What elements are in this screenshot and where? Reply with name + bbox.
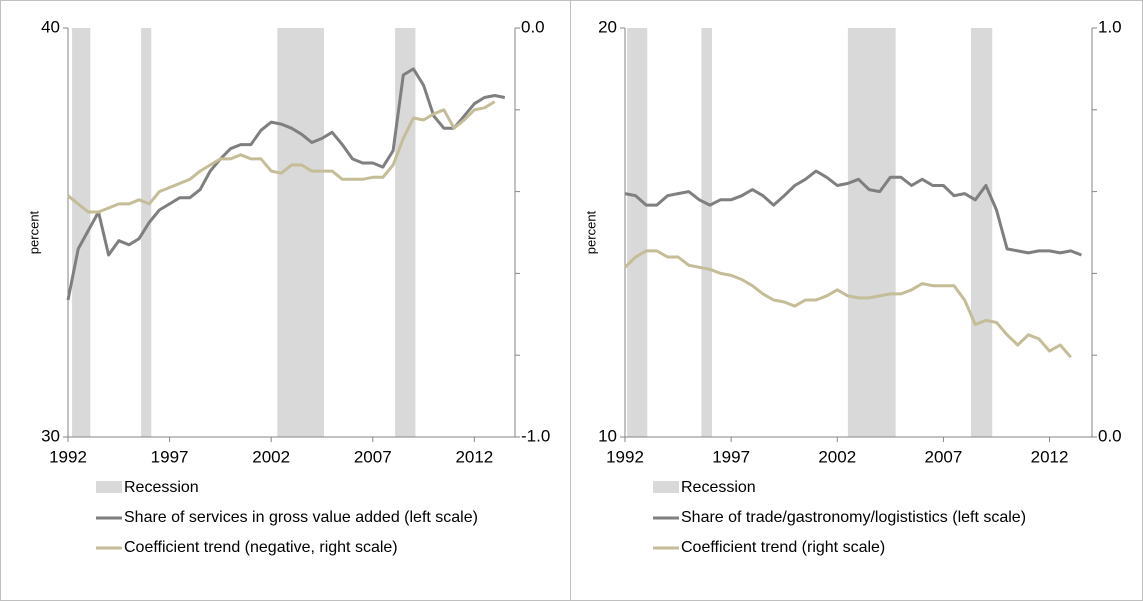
y-tick-label: 20 — [598, 17, 617, 36]
legend-swatch — [96, 481, 122, 493]
legend-label: Recession — [124, 479, 199, 496]
y-axis-label: percent — [583, 210, 598, 254]
series-line — [624, 169, 1082, 257]
y2-tick-label: 0.0 — [521, 17, 545, 36]
recession-band — [277, 28, 325, 437]
legend-swatch — [653, 481, 679, 493]
recession-band — [395, 28, 416, 437]
legend-label: Coefficient trend (right scale) — [681, 539, 885, 556]
x-tick-label: 2002 — [818, 447, 856, 466]
y2-tick-label: 0.0 — [1098, 426, 1122, 445]
x-tick-label: 1997 — [151, 447, 189, 466]
x-tick-label: 1997 — [712, 447, 750, 466]
series-line — [623, 249, 1072, 359]
recession-band — [141, 28, 152, 437]
x-tick-label: 2002 — [252, 447, 290, 466]
x-tick-label: 2007 — [924, 447, 962, 466]
legend-label: Coefficient trend (negative, right scale… — [124, 539, 398, 556]
y-tick-label: 40 — [41, 17, 60, 36]
y-tick-label: 10 — [598, 426, 617, 445]
recession-band — [971, 28, 993, 437]
recession-band — [72, 28, 91, 437]
x-tick-label: 2007 — [354, 447, 392, 466]
y-axis-label: percent — [26, 210, 41, 254]
series-line — [67, 100, 496, 214]
panel: 10 20 0.0 1.0 1992 1997 2002 2007 2012 percent Rec… — [583, 17, 1121, 556]
legend-label: Share of trade/gastronomy/logististics (… — [681, 509, 1026, 526]
legend-label: Share of services in gross value added (… — [124, 509, 478, 526]
x-tick-label: 2012 — [1031, 447, 1069, 466]
y2-tick-label: -1.0 — [521, 426, 550, 445]
recession-band — [627, 28, 648, 437]
x-tick-label: 2012 — [455, 447, 493, 466]
panel: 30 40 -1.0 0.0 1992 1997 2002 2007 2012 percent Re… — [26, 17, 550, 556]
series-line — [66, 67, 506, 301]
recession-band — [847, 28, 896, 437]
x-tick-label: 1992 — [49, 447, 87, 466]
legend-label: Recession — [681, 479, 756, 496]
y2-tick-label: 1.0 — [1098, 17, 1122, 36]
recession-band — [701, 28, 713, 437]
y-tick-label: 30 — [41, 426, 60, 445]
x-tick-label: 1992 — [606, 447, 644, 466]
